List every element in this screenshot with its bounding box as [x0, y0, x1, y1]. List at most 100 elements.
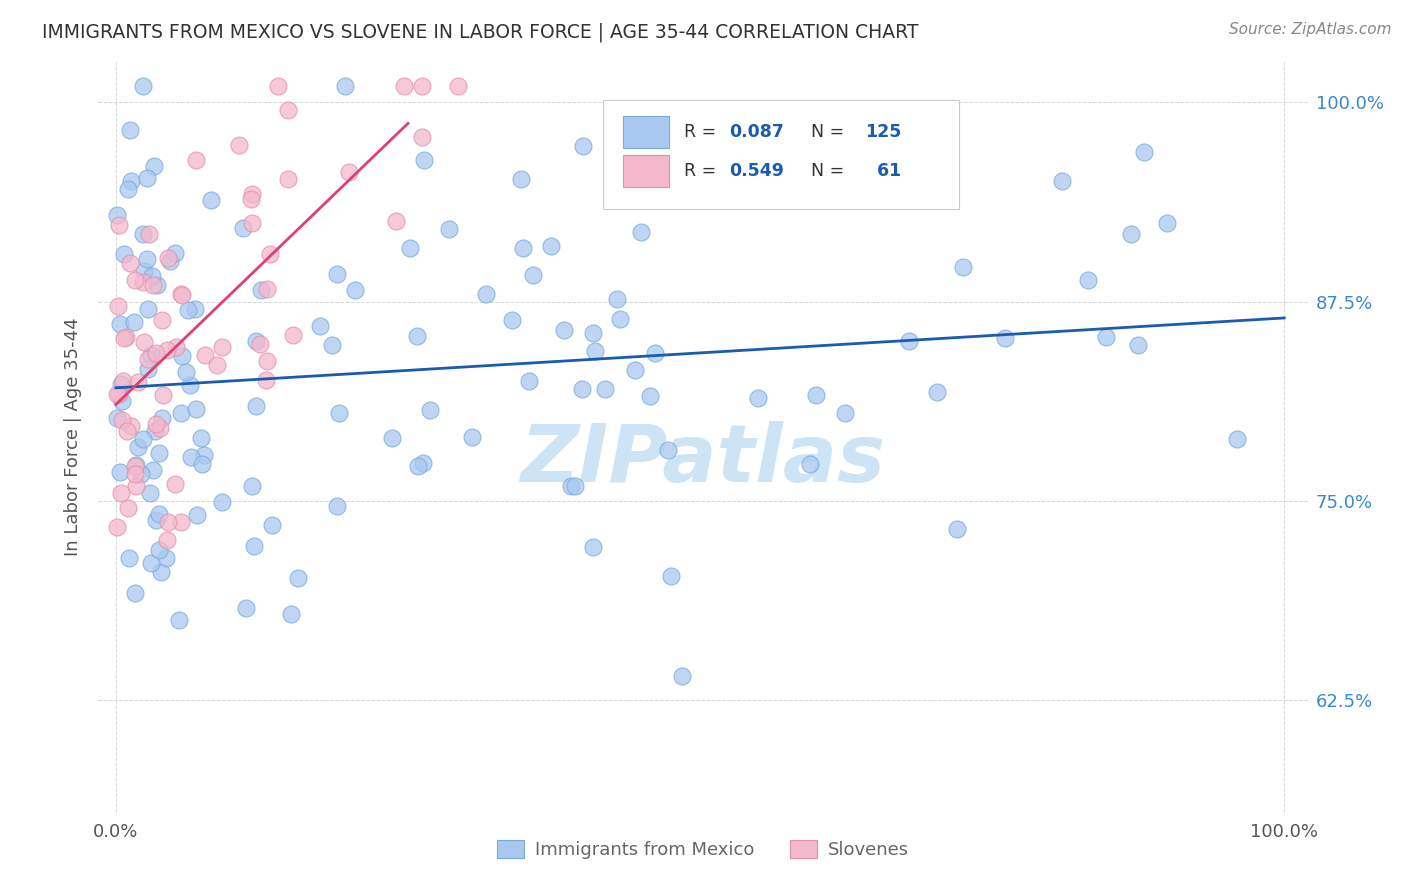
- Point: [148, 446, 170, 460]
- Point: [564, 479, 586, 493]
- Point: [136, 352, 159, 367]
- Text: 0.549: 0.549: [730, 162, 785, 180]
- Text: R =: R =: [683, 123, 721, 141]
- Point: [157, 515, 180, 529]
- Point: [105, 387, 128, 401]
- Point: [145, 417, 167, 431]
- Point: [249, 336, 271, 351]
- Text: ZIPatlas: ZIPatlas: [520, 420, 886, 499]
- Point: [560, 479, 582, 493]
- Point: [148, 507, 170, 521]
- Point: [193, 448, 215, 462]
- Point: [394, 79, 416, 94]
- Text: 125: 125: [865, 123, 901, 141]
- Point: [138, 302, 160, 317]
- Point: [124, 458, 146, 473]
- Point: [138, 486, 160, 500]
- Point: [308, 319, 330, 334]
- Point: [277, 172, 299, 186]
- Point: [145, 346, 167, 360]
- Text: Source: ZipAtlas.com: Source: ZipAtlas.com: [1229, 22, 1392, 37]
- Point: [1126, 338, 1149, 352]
- Point: [325, 267, 347, 281]
- Point: [148, 421, 170, 435]
- Point: [447, 79, 470, 94]
- Text: 0.087: 0.087: [730, 123, 785, 141]
- Point: [142, 463, 165, 477]
- Point: [127, 376, 149, 390]
- Point: [152, 387, 174, 401]
- Point: [254, 373, 277, 387]
- Point: [117, 182, 139, 196]
- Point: [925, 385, 948, 400]
- Point: [411, 79, 433, 94]
- Point: [120, 174, 142, 188]
- Point: [277, 103, 299, 117]
- Point: [553, 323, 575, 337]
- Point: [665, 177, 688, 191]
- Legend: Immigrants from Mexico, Slovenes: Immigrants from Mexico, Slovenes: [489, 833, 917, 866]
- Point: [747, 391, 769, 405]
- Point: [184, 401, 207, 416]
- Point: [267, 79, 290, 94]
- Point: [132, 263, 155, 277]
- Point: [243, 539, 266, 553]
- Point: [132, 79, 155, 94]
- Point: [165, 476, 187, 491]
- Point: [136, 252, 159, 266]
- Bar: [623, 155, 669, 186]
- Text: IMMIGRANTS FROM MEXICO VS SLOVENE IN LABOR FORCE | AGE 35-44 CORRELATION CHART: IMMIGRANTS FROM MEXICO VS SLOVENE IN LAB…: [42, 22, 918, 42]
- Point: [898, 334, 921, 348]
- Point: [1226, 432, 1249, 446]
- Point: [107, 299, 129, 313]
- Point: [165, 340, 187, 354]
- Point: [517, 374, 540, 388]
- Point: [174, 365, 197, 379]
- Point: [245, 334, 267, 349]
- Point: [131, 467, 153, 481]
- Point: [170, 286, 193, 301]
- Point: [461, 430, 484, 444]
- Point: [232, 221, 254, 235]
- Point: [405, 329, 427, 343]
- Point: [799, 457, 821, 471]
- Point: [571, 382, 593, 396]
- Point: [280, 607, 302, 621]
- Point: [125, 479, 148, 493]
- Point: [583, 344, 606, 359]
- Point: [112, 331, 135, 345]
- Point: [413, 153, 436, 167]
- Point: [582, 326, 605, 341]
- Point: [1050, 174, 1073, 188]
- Point: [136, 171, 159, 186]
- Point: [110, 317, 132, 331]
- Point: [156, 343, 179, 357]
- Point: [333, 79, 356, 94]
- Point: [105, 520, 128, 534]
- Point: [509, 172, 531, 186]
- Point: [250, 283, 273, 297]
- Point: [163, 246, 186, 260]
- Point: [142, 277, 165, 292]
- Point: [540, 238, 562, 252]
- Point: [259, 247, 281, 261]
- Point: [630, 225, 652, 239]
- Point: [406, 458, 429, 473]
- Point: [115, 330, 138, 344]
- Point: [117, 501, 139, 516]
- Point: [256, 354, 278, 368]
- Point: [150, 565, 173, 579]
- Point: [946, 522, 969, 536]
- Y-axis label: In Labor Force | Age 35-44: In Labor Force | Age 35-44: [65, 318, 83, 557]
- Point: [184, 302, 207, 317]
- Point: [262, 517, 284, 532]
- Point: [834, 406, 856, 420]
- Point: [200, 193, 222, 207]
- Point: [136, 362, 159, 376]
- Point: [245, 399, 267, 413]
- Point: [124, 586, 146, 600]
- Point: [110, 394, 132, 409]
- Point: [111, 412, 134, 426]
- Point: [659, 569, 682, 583]
- Point: [125, 458, 148, 472]
